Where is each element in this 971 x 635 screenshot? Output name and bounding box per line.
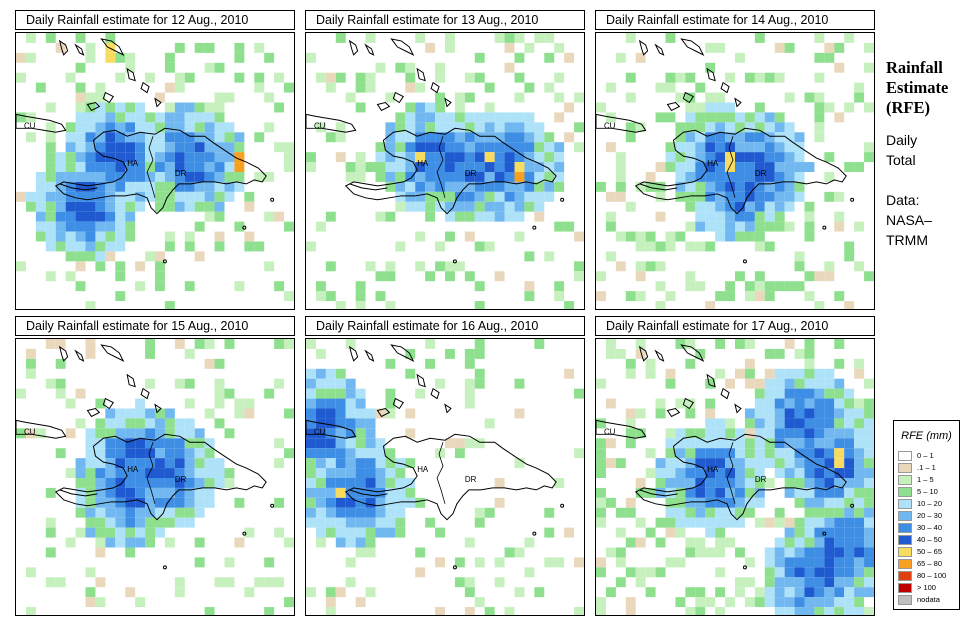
- legend-swatch: [898, 535, 912, 545]
- legend-item: 5 – 10: [898, 487, 958, 497]
- country-label-haiti: HA: [127, 159, 139, 168]
- legend: RFE (mm) 0 – 1 .1 – 1 1 – 5 5 – 10 10 – 20 20…: [893, 420, 960, 610]
- legend-swatch: [898, 451, 912, 461]
- country-label-haiti: HA: [127, 465, 139, 474]
- panel-title: Daily Rainfall estimate for 16 Aug., 201…: [305, 316, 585, 336]
- coastline: [596, 38, 855, 264]
- legend-swatch: [898, 463, 912, 473]
- rainfall-map: CU HA DR: [595, 32, 875, 310]
- source-line1: Data:: [886, 192, 920, 208]
- legend-label: 1 – 5: [917, 475, 934, 484]
- rfe-title-line3: (RFE): [886, 98, 930, 117]
- legend-swatch: [898, 511, 912, 521]
- country-label-haiti: HA: [417, 159, 429, 168]
- coastline: [16, 38, 275, 264]
- coastline: [16, 344, 275, 570]
- panel-title: Daily Rainfall estimate for 15 Aug., 201…: [15, 316, 295, 336]
- period-line2: Total: [886, 152, 916, 168]
- legend-item: > 100: [898, 583, 958, 593]
- country-label-dominican_republic: DR: [755, 169, 767, 178]
- rfe-title-line2: Estimate: [886, 78, 949, 97]
- rainfall-grid: [306, 33, 584, 309]
- legend-label: 10 – 20: [917, 499, 943, 508]
- rfe-title-line1: Rainfall: [886, 58, 943, 77]
- country-label-haiti: HA: [707, 159, 719, 168]
- legend-label: 5 – 10: [917, 487, 938, 496]
- legend-item: 10 – 20: [898, 499, 958, 509]
- legend-label: 40 – 50: [917, 535, 943, 544]
- legend-swatch: [898, 523, 912, 533]
- period-line1: Daily: [886, 132, 918, 148]
- rainfall-grid: [16, 33, 294, 309]
- legend-swatch: [898, 595, 912, 605]
- country-label-cuba: CU: [604, 121, 616, 130]
- rainfall-map: CU HA DR: [595, 338, 875, 616]
- legend-item: 0 – 1: [898, 451, 958, 461]
- rainfall-grid: [16, 339, 294, 615]
- legend-swatch: [898, 547, 912, 557]
- coastline: [306, 344, 565, 570]
- legend-label: 80 – 100: [917, 571, 947, 580]
- panel-title: Daily Rainfall estimate for 14 Aug., 201…: [595, 10, 875, 30]
- rainfall-grid: [596, 33, 874, 309]
- legend-swatch: [898, 475, 912, 485]
- legend-label: .1 – 1: [917, 463, 936, 472]
- period-text: Daily Total: [886, 130, 917, 170]
- rainfall-grid: [306, 339, 584, 615]
- source-text: Data: NASA– TRMM: [886, 190, 932, 250]
- country-label-cuba: CU: [314, 121, 326, 130]
- country-label-dominican_republic: DR: [465, 169, 477, 178]
- legend-swatch: [898, 583, 912, 593]
- country-label-dominican_republic: DR: [755, 475, 767, 484]
- legend-swatch: [898, 571, 912, 581]
- country-label-cuba: CU: [604, 427, 616, 436]
- legend-swatch: [898, 559, 912, 569]
- legend-item: 40 – 50: [898, 535, 958, 545]
- legend-label: 0 – 1: [917, 451, 934, 460]
- panel-title: Daily Rainfall estimate for 12 Aug., 201…: [15, 10, 295, 30]
- legend-label: > 100: [917, 583, 936, 592]
- legend-item: 1 – 5: [898, 475, 958, 485]
- country-label-cuba: CU: [314, 427, 326, 436]
- source-line2: NASA–: [886, 212, 932, 228]
- legend-item: 80 – 100: [898, 571, 958, 581]
- legend-label: 65 – 80: [917, 559, 943, 568]
- panel-title: Daily Rainfall estimate for 17 Aug., 201…: [595, 316, 875, 336]
- source-line3: TRMM: [886, 232, 928, 248]
- country-label-cuba: CU: [24, 427, 36, 436]
- rainfall-map: CU HA DR: [305, 338, 585, 616]
- legend-label: 50 – 65: [917, 547, 943, 556]
- legend-swatch: [898, 487, 912, 497]
- country-label-haiti: HA: [417, 465, 429, 474]
- country-label-haiti: HA: [707, 465, 719, 474]
- legend-label: nodata: [917, 595, 940, 604]
- legend-title: RFE (mm): [901, 430, 952, 442]
- rainfall-map: CU HA DR: [15, 32, 295, 310]
- legend-item: 20 – 30: [898, 511, 958, 521]
- country-label-dominican_republic: DR: [465, 475, 477, 484]
- rainfall-map: CU HA DR: [15, 338, 295, 616]
- country-label-dominican_republic: DR: [175, 169, 187, 178]
- legend-item: .1 – 1: [898, 463, 958, 473]
- legend-item: nodata: [898, 595, 958, 605]
- legend-item: 65 – 80: [898, 559, 958, 569]
- legend-swatch: [898, 499, 912, 509]
- country-label-cuba: CU: [24, 121, 36, 130]
- coastline: [306, 38, 565, 264]
- country-label-dominican_republic: DR: [175, 475, 187, 484]
- panel-title: Daily Rainfall estimate for 13 Aug., 201…: [305, 10, 585, 30]
- legend-label: 20 – 30: [917, 511, 943, 520]
- legend-item: 50 – 65: [898, 547, 958, 557]
- rainfall-grid: [596, 339, 874, 615]
- rainfall-map: CU HA DR: [305, 32, 585, 310]
- legend-item: 30 – 40: [898, 523, 958, 533]
- coastline: [596, 344, 855, 570]
- rfe-title: Rainfall Estimate (RFE): [886, 58, 948, 118]
- legend-label: 30 – 40: [917, 523, 943, 532]
